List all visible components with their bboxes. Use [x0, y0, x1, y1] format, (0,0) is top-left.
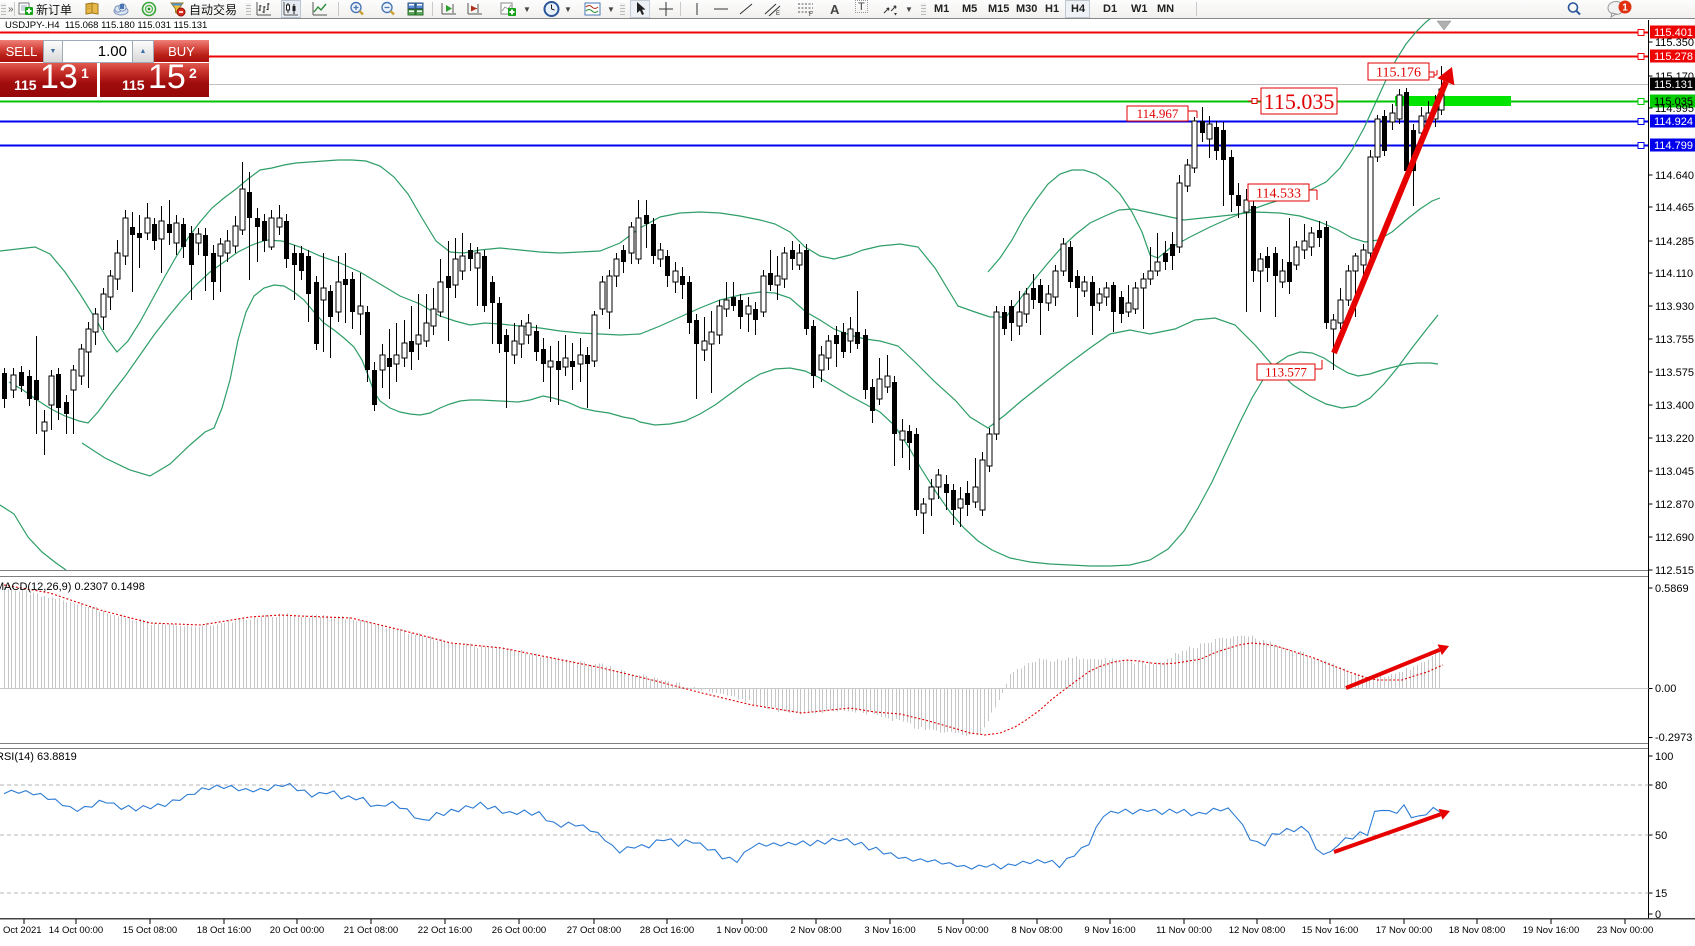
svg-text:114.110: 114.110 — [1655, 268, 1693, 280]
svg-text:112.870: 112.870 — [1655, 499, 1694, 511]
svg-text:115.401: 115.401 — [1654, 27, 1693, 39]
svg-text:112.515: 112.515 — [1655, 565, 1694, 577]
svg-text:20 Oct 00:00: 20 Oct 00:00 — [270, 925, 324, 936]
svg-text:USDJPY-.H4 115.068 115.180 11: USDJPY-.H4 115.068 115.180 115.031 115.1… — [5, 20, 207, 31]
svg-text:18 Nov 08:00: 18 Nov 08:00 — [1449, 925, 1506, 936]
svg-text:RSI(14) 63.8819: RSI(14) 63.8819 — [0, 751, 77, 763]
svg-text:115.035: 115.035 — [1654, 96, 1693, 108]
svg-text:15: 15 — [1655, 888, 1667, 900]
svg-text:114.285: 114.285 — [1655, 236, 1694, 248]
svg-text:9 Nov 16:00: 9 Nov 16:00 — [1084, 925, 1135, 936]
svg-text:114.533: 114.533 — [1256, 187, 1301, 202]
svg-text:115.035: 115.035 — [1264, 89, 1335, 114]
svg-text:17 Nov 00:00: 17 Nov 00:00 — [1376, 925, 1433, 936]
svg-text:18 Oct 16:00: 18 Oct 16:00 — [197, 925, 251, 936]
svg-text:3 Nov 16:00: 3 Nov 16:00 — [864, 925, 915, 936]
svg-text:28 Oct 16:00: 28 Oct 16:00 — [640, 925, 694, 936]
svg-text:F: F — [809, 12, 813, 18]
svg-text:23 Nov 00:00: 23 Nov 00:00 — [1597, 925, 1654, 936]
svg-text:15 Oct 08:00: 15 Oct 08:00 — [123, 925, 177, 936]
svg-text:1: 1 — [1622, 3, 1628, 14]
svg-text:22 Oct 16:00: 22 Oct 16:00 — [418, 925, 472, 936]
svg-text:0: 0 — [1655, 909, 1661, 921]
svg-text:115.350: 115.350 — [1655, 37, 1694, 49]
svg-text:12 Nov 08:00: 12 Nov 08:00 — [1229, 925, 1286, 936]
svg-text:1 Nov 00:00: 1 Nov 00:00 — [716, 925, 767, 936]
svg-text:-0.2973: -0.2973 — [1655, 732, 1692, 744]
svg-text:15 Nov 16:00: 15 Nov 16:00 — [1302, 925, 1359, 936]
svg-text:8 Nov 08:00: 8 Nov 08:00 — [1011, 925, 1062, 936]
svg-text:115.278: 115.278 — [1654, 51, 1693, 63]
svg-text:115.176: 115.176 — [1376, 66, 1421, 81]
svg-text:114.967: 114.967 — [1137, 106, 1179, 121]
svg-text:50: 50 — [1655, 830, 1667, 842]
svg-text:27 Oct 08:00: 27 Oct 08:00 — [567, 925, 621, 936]
svg-text:19 Nov 16:00: 19 Nov 16:00 — [1523, 925, 1580, 936]
svg-text:114.799: 114.799 — [1654, 140, 1693, 152]
svg-text:14 Oct 00:00: 14 Oct 00:00 — [49, 925, 103, 936]
svg-text:113.575: 113.575 — [1655, 367, 1694, 379]
svg-text:113.045: 113.045 — [1655, 466, 1694, 478]
svg-text:100: 100 — [1655, 751, 1673, 763]
svg-text:E: E — [776, 11, 780, 17]
svg-text:26 Oct 00:00: 26 Oct 00:00 — [492, 925, 546, 936]
svg-text:113.577: 113.577 — [1265, 365, 1307, 380]
svg-text:0.5869: 0.5869 — [1655, 583, 1689, 595]
svg-text:114.640: 114.640 — [1655, 170, 1694, 182]
svg-text:112.690: 112.690 — [1655, 532, 1694, 544]
svg-text:MACD(12,26,9) 0.2307 0.1498: MACD(12,26,9) 0.2307 0.1498 — [0, 581, 145, 593]
svg-text:113.755: 113.755 — [1655, 334, 1694, 346]
svg-text:21 Oct 08:00: 21 Oct 08:00 — [344, 925, 398, 936]
svg-text:113.220: 113.220 — [1655, 433, 1694, 445]
svg-text:80: 80 — [1655, 780, 1667, 792]
svg-text:11 Nov 00:00: 11 Nov 00:00 — [1156, 925, 1212, 936]
svg-text:113.930: 113.930 — [1655, 301, 1694, 313]
svg-text:114.924: 114.924 — [1654, 116, 1693, 128]
svg-text:113.400: 113.400 — [1655, 400, 1694, 412]
svg-text:2 Nov 08:00: 2 Nov 08:00 — [790, 925, 841, 936]
svg-text:0.00: 0.00 — [1655, 683, 1676, 695]
svg-text:114.465: 114.465 — [1655, 202, 1694, 214]
svg-text:Oct 2021: Oct 2021 — [3, 925, 42, 936]
svg-text:5 Nov 00:00: 5 Nov 00:00 — [937, 925, 988, 936]
svg-text:114.995: 114.995 — [1655, 103, 1694, 115]
svg-text:115.131: 115.131 — [1654, 79, 1693, 91]
